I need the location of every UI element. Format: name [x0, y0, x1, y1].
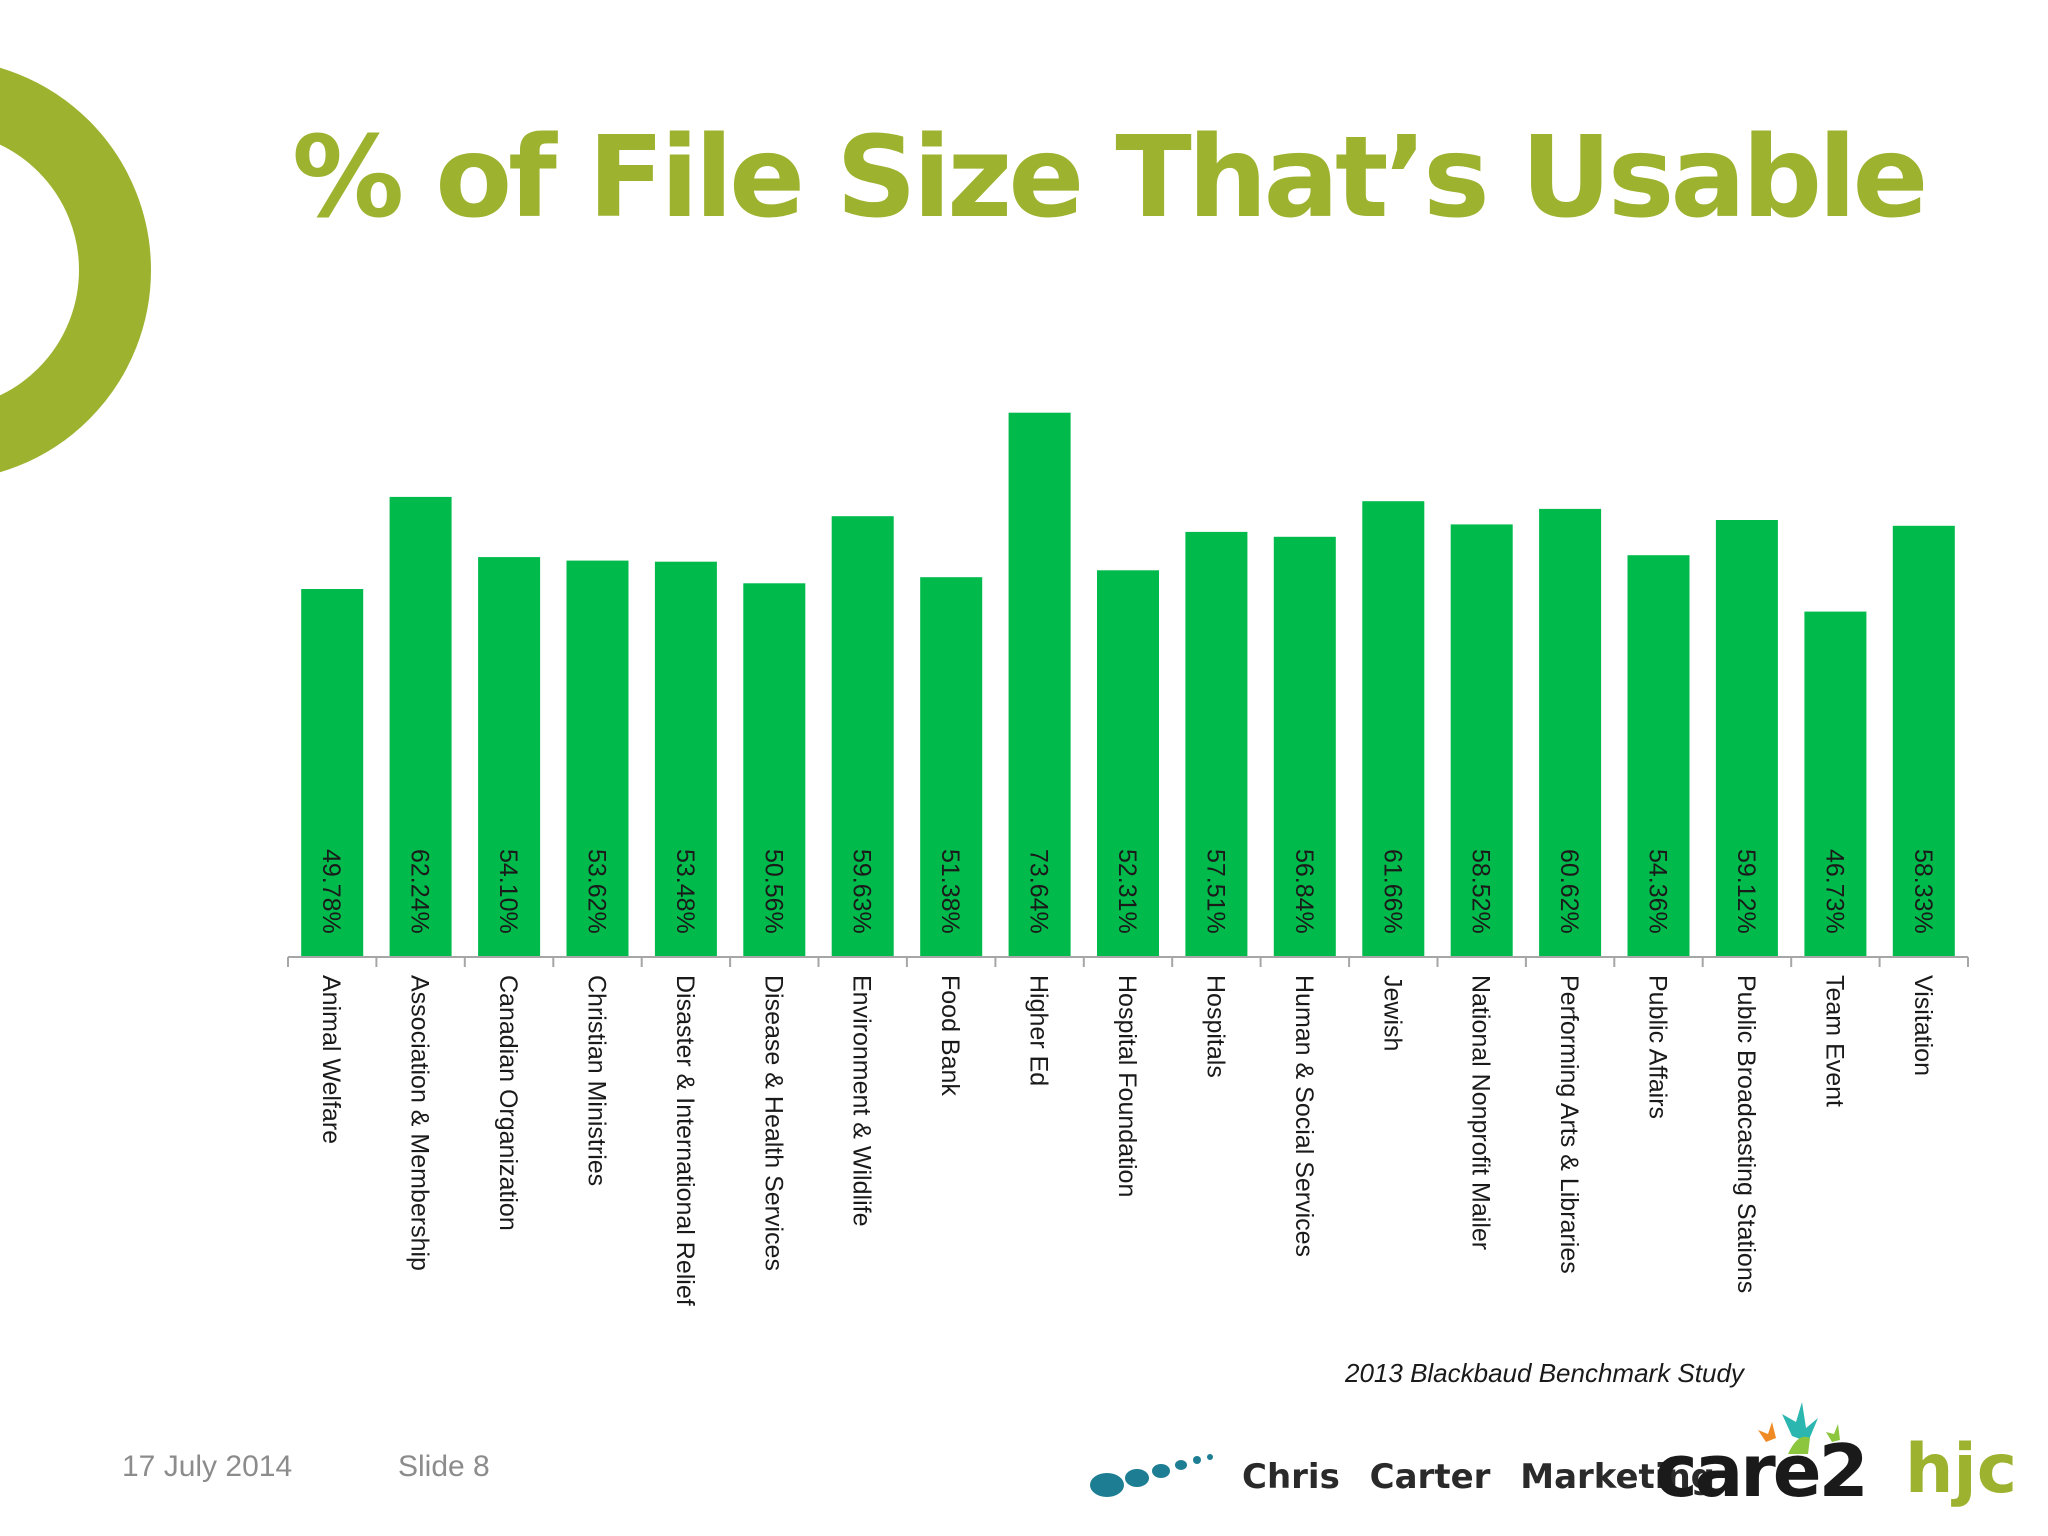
hjc-logo: hjc [1905, 1430, 2018, 1509]
bar [389, 496, 452, 957]
data-label: 50.56% [759, 849, 787, 934]
bar [654, 561, 717, 957]
bar [1804, 611, 1867, 957]
category-label: Jewish [1378, 975, 1406, 1051]
category-label: Association & Membership [406, 975, 434, 1271]
bar [566, 560, 629, 957]
bar [1450, 524, 1513, 957]
category-label: Environment & Wildlife [848, 975, 876, 1226]
category-label: Christian Ministries [583, 975, 611, 1186]
data-label: 54.10% [494, 849, 522, 934]
butterfly-icon [1758, 1402, 1840, 1454]
bar [1892, 525, 1955, 957]
chris-carter-dots-logo [1090, 1454, 1213, 1497]
data-label: 54.36% [1644, 849, 1672, 934]
bar [478, 557, 541, 957]
footer-date: 17 July 2014 [122, 1450, 293, 1483]
bar [920, 577, 983, 957]
care2-logo: care2 [1655, 1429, 1869, 1513]
bar-chart: 49.78% Animal Welfare 62.24% Association & … [287, 412, 1969, 1306]
data-label: 46.73% [1820, 849, 1848, 934]
category-label: Hospitals [1201, 975, 1229, 1078]
data-label: 56.84% [1290, 849, 1318, 934]
category-label: Higher Ed [1025, 975, 1053, 1086]
data-label: 58.52% [1467, 849, 1495, 934]
source-note: 2013 Blackbaud Benchmark Study [1345, 1358, 1744, 1388]
data-label: 53.62% [583, 849, 611, 934]
bar [743, 583, 806, 957]
data-label: 58.33% [1909, 849, 1937, 934]
bar [1008, 412, 1071, 957]
data-label: 52.31% [1113, 849, 1141, 934]
category-label: National Nonprofit Mailer [1467, 975, 1495, 1250]
category-label: Food Bank [936, 975, 964, 1096]
data-label: 73.64% [1025, 849, 1053, 934]
data-label: 59.63% [848, 849, 876, 934]
bar [1715, 520, 1778, 957]
category-label: Performing Arts & Libraries [1555, 975, 1583, 1274]
data-label: 61.66% [1378, 849, 1406, 934]
data-label: 59.12% [1732, 849, 1760, 934]
category-label: Team Event [1820, 975, 1848, 1107]
chris-carter-marketing-logo: Chris Carter Marketing [1242, 1457, 1715, 1497]
decorative-green-arc [0, 67, 151, 473]
data-label: 49.78% [317, 849, 345, 934]
category-label: Canadian Organization [494, 975, 522, 1231]
bar [1539, 508, 1602, 957]
bar [301, 589, 364, 957]
category-label: Visitation [1909, 975, 1937, 1076]
data-label: 60.62% [1555, 849, 1583, 934]
category-label: Public Affairs [1644, 975, 1672, 1119]
category-label: Disease & Health Services [759, 975, 787, 1271]
footer-slide-number: Slide 8 [398, 1450, 490, 1483]
bar [1185, 531, 1248, 957]
bar [1627, 555, 1690, 957]
category-label: Animal Welfare [317, 975, 345, 1144]
data-label: 57.51% [1201, 849, 1229, 934]
bar [831, 516, 894, 957]
category-label: Disaster & International Relief [671, 975, 699, 1306]
data-label: 51.38% [936, 849, 964, 934]
bar [1362, 501, 1425, 957]
slide-title: % of File Size That’s Usable [292, 113, 1928, 243]
bar [1097, 570, 1159, 957]
category-label: Hospital Foundation [1113, 975, 1141, 1197]
data-label: 53.48% [671, 849, 699, 934]
bar [1273, 536, 1336, 957]
category-label: Public Broadcasting Stations [1732, 975, 1760, 1293]
data-label: 62.24% [406, 849, 434, 934]
category-label: Human & Social Services [1290, 975, 1318, 1257]
